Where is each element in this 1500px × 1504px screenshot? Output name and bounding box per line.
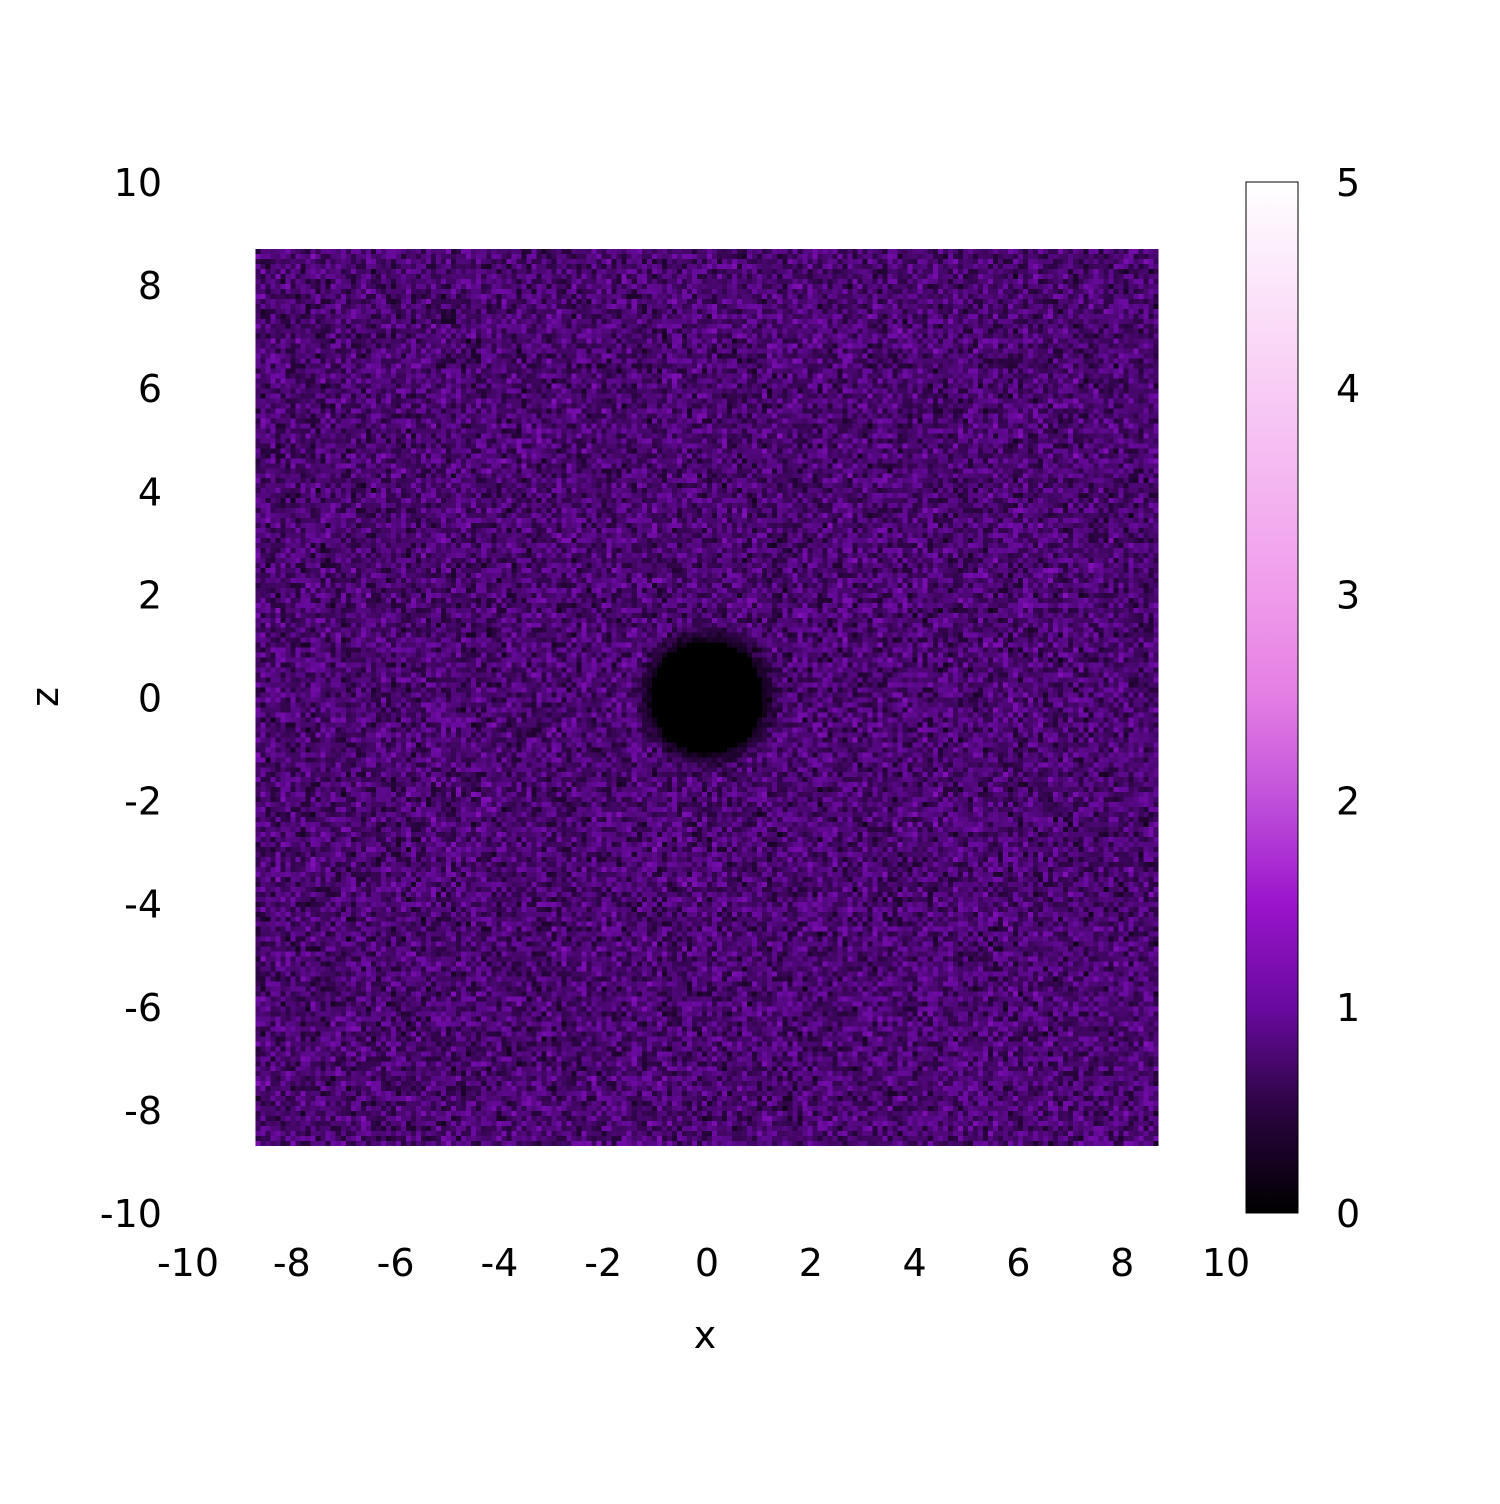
y-tick-label: 4 xyxy=(138,470,162,514)
y-tick-label: 10 xyxy=(114,161,162,205)
colorbar-tick-label: 2 xyxy=(1336,780,1360,824)
x-tick-label: 8 xyxy=(1110,1241,1134,1285)
y-tick-label: 0 xyxy=(138,677,162,721)
colorbar: 0 1 2 3 4 5 xyxy=(1245,161,1360,1236)
y-tick-label: -8 xyxy=(124,1089,162,1133)
heatmap-image xyxy=(255,249,1159,1146)
y-tick-label: 2 xyxy=(138,573,162,617)
colorbar-tick-label: 0 xyxy=(1336,1192,1360,1236)
y-tick-label: -10 xyxy=(100,1192,162,1236)
colorbar-gradient xyxy=(1245,181,1299,1214)
colorbar-tick-label: 3 xyxy=(1336,573,1360,617)
y-tick-label: -6 xyxy=(124,986,162,1030)
y-tick-label: 8 xyxy=(138,264,162,308)
x-tick-label: 0 xyxy=(695,1241,719,1285)
y-tick-label: -4 xyxy=(124,883,162,927)
x-axis-label: x xyxy=(694,1313,717,1357)
x-tick-label: -6 xyxy=(377,1241,415,1285)
x-tick-label: -2 xyxy=(584,1241,622,1285)
colorbar-tick-label: 1 xyxy=(1336,986,1360,1030)
y-axis-ticks: -10 -8 -6 -4 -2 0 2 4 6 8 10 xyxy=(100,161,162,1236)
y-tick-label: 6 xyxy=(138,367,162,411)
x-tick-label: 4 xyxy=(903,1241,927,1285)
x-tick-label: -8 xyxy=(273,1241,311,1285)
colorbar-tick-label: 4 xyxy=(1336,367,1360,411)
x-tick-label: 10 xyxy=(1202,1241,1250,1285)
heatmap-area xyxy=(255,249,1159,1146)
colorbar-ticks: 0 1 2 3 4 5 xyxy=(1336,161,1360,1236)
x-tick-label: 2 xyxy=(799,1241,823,1285)
x-tick-label: -10 xyxy=(157,1241,219,1285)
x-axis-ticks: -10 -8 -6 -4 -2 0 2 4 6 8 10 xyxy=(157,1241,1250,1285)
y-tick-label: -2 xyxy=(124,780,162,824)
colorbar-tick-label: 5 xyxy=(1336,161,1360,205)
x-tick-label: -4 xyxy=(480,1241,518,1285)
x-tick-label: 6 xyxy=(1006,1241,1030,1285)
y-axis-label: z xyxy=(23,687,67,707)
